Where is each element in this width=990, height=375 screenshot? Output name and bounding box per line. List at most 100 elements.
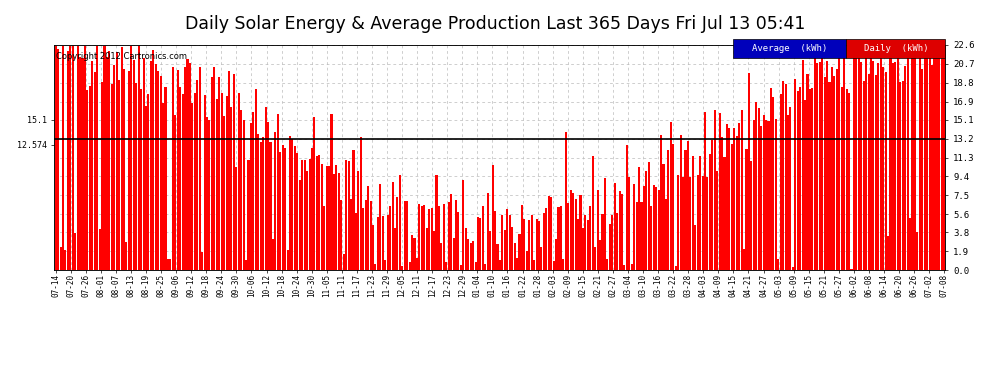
Bar <box>889 48 892 270</box>
Bar <box>589 206 591 270</box>
Bar <box>599 240 601 270</box>
Bar <box>629 177 631 270</box>
Bar <box>389 206 391 270</box>
Bar <box>904 66 906 270</box>
Bar <box>638 167 641 270</box>
Bar <box>94 72 96 270</box>
Bar <box>289 136 291 270</box>
Bar <box>614 183 616 270</box>
Bar <box>719 113 721 270</box>
Bar <box>767 121 769 270</box>
Bar <box>299 180 301 270</box>
Bar <box>189 63 191 270</box>
Bar <box>797 92 799 270</box>
Bar <box>296 153 298 270</box>
Bar <box>726 123 728 270</box>
Bar <box>940 46 942 270</box>
Bar <box>62 46 64 270</box>
Bar <box>814 58 816 270</box>
Bar <box>624 266 626 270</box>
Bar <box>59 246 61 270</box>
Bar <box>479 218 481 270</box>
Bar <box>286 250 289 270</box>
Bar <box>784 84 787 270</box>
Bar <box>216 99 218 270</box>
Bar <box>269 142 271 270</box>
Bar <box>936 46 938 270</box>
Bar <box>739 123 741 270</box>
Bar <box>804 100 806 270</box>
Bar <box>184 68 186 270</box>
Bar <box>196 80 198 270</box>
Bar <box>191 103 193 270</box>
Bar <box>609 224 611 270</box>
Bar <box>606 259 609 270</box>
Bar <box>799 87 801 270</box>
Bar <box>597 190 599 270</box>
Bar <box>824 77 826 270</box>
Bar <box>367 186 369 270</box>
Bar <box>657 190 659 270</box>
Bar <box>509 214 511 270</box>
Bar <box>665 199 667 270</box>
Bar <box>829 82 831 270</box>
Bar <box>882 67 884 270</box>
Bar <box>138 46 140 270</box>
Bar <box>892 63 894 270</box>
Bar <box>926 53 929 270</box>
Bar <box>747 73 750 270</box>
Bar <box>406 201 408 270</box>
Bar <box>76 46 78 270</box>
Bar <box>492 165 494 270</box>
Bar <box>331 114 333 270</box>
Bar <box>604 178 606 270</box>
Bar <box>152 50 154 270</box>
Bar <box>249 123 252 270</box>
Bar <box>387 215 389 270</box>
Bar <box>379 184 381 270</box>
Bar <box>677 175 679 270</box>
Bar <box>870 46 872 270</box>
Bar <box>301 160 303 270</box>
Bar <box>194 93 196 270</box>
Bar <box>647 162 649 270</box>
Bar <box>650 206 652 270</box>
Bar <box>148 94 149 270</box>
Bar <box>294 146 296 270</box>
Bar <box>176 70 179 270</box>
Bar <box>634 184 636 270</box>
Bar <box>396 197 398 270</box>
Bar <box>550 196 552 270</box>
Bar <box>743 249 745 270</box>
Bar <box>145 106 148 270</box>
Bar <box>862 81 864 270</box>
Bar <box>524 219 526 270</box>
Bar <box>560 206 562 270</box>
Bar <box>702 176 704 270</box>
Bar <box>711 140 714 270</box>
Bar <box>243 120 245 270</box>
Bar <box>821 50 824 270</box>
Bar <box>729 128 731 270</box>
Bar <box>770 88 772 270</box>
Bar <box>579 195 581 270</box>
Bar <box>318 155 321 270</box>
Bar <box>394 228 396 270</box>
Bar <box>279 152 281 270</box>
Bar <box>662 164 664 270</box>
Bar <box>699 156 701 270</box>
Bar <box>443 204 445 270</box>
Bar <box>252 112 254 270</box>
Bar <box>780 94 782 270</box>
Bar <box>431 208 433 270</box>
Bar <box>259 142 261 270</box>
Text: Copyright 2012 Cartronics.com: Copyright 2012 Cartronics.com <box>56 52 187 61</box>
Bar <box>631 264 633 270</box>
Bar <box>777 259 779 270</box>
Bar <box>474 262 476 270</box>
Bar <box>384 260 386 270</box>
Bar <box>103 46 106 270</box>
Bar <box>760 126 762 270</box>
Bar <box>574 199 576 270</box>
Bar <box>587 220 589 270</box>
